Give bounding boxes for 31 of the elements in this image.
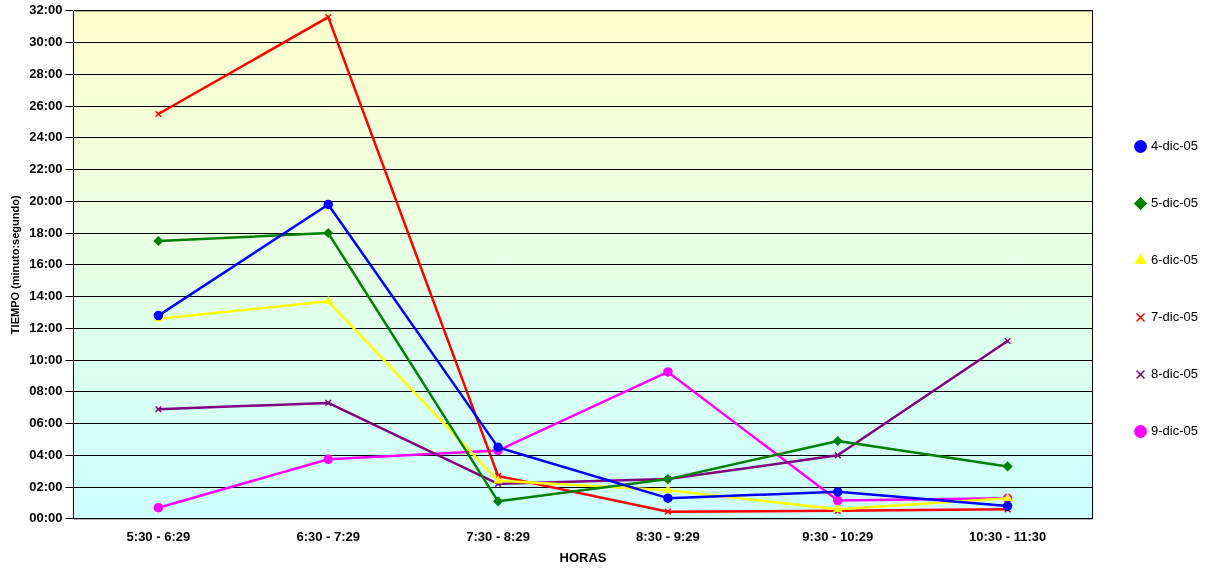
y-tick-label: 30:00 bbox=[29, 34, 63, 50]
x-tick-label: 8:30 - 9:29 bbox=[636, 529, 700, 545]
y-tick-label: 04:00 bbox=[29, 446, 63, 462]
x-tick-label: 5:30 - 6:29 bbox=[126, 529, 191, 545]
y-tick-label: 24:00 bbox=[29, 129, 63, 145]
y-tick-label: 06:00 bbox=[29, 415, 63, 431]
x-tick-label: 6:30 - 7:29 bbox=[296, 529, 361, 545]
legend-label: 9-dic-05 bbox=[1151, 423, 1198, 439]
legend-label: 6-dic-05 bbox=[1151, 252, 1198, 268]
x-tick-label: 7:30 - 8:29 bbox=[466, 529, 530, 545]
y-tick-label: 08:00 bbox=[29, 383, 63, 399]
legend-label: 5-dic-05 bbox=[1151, 195, 1198, 211]
x-axis-title: HORAS bbox=[559, 549, 607, 565]
y-tick-label: 10:00 bbox=[29, 351, 63, 367]
y-tick-label: 14:00 bbox=[29, 288, 63, 304]
y-axis-title: TIEMPO (minuto:segundo) bbox=[8, 195, 21, 335]
x-tick-label: 10:30 - 11:30 bbox=[968, 529, 1047, 545]
y-tick-label: 16:00 bbox=[29, 256, 63, 272]
y-tick-label: 22:00 bbox=[29, 161, 63, 177]
y-tick-label: 20:00 bbox=[29, 192, 63, 208]
y-tick-label: 32:00 bbox=[29, 2, 63, 18]
legend-label: 8-dic-05 bbox=[1151, 366, 1198, 382]
legend-label: 4-dic-05 bbox=[1151, 138, 1198, 154]
y-tick-label: 12:00 bbox=[29, 319, 63, 335]
y-tick-label: 02:00 bbox=[29, 478, 63, 494]
y-tick-label: 26:00 bbox=[29, 97, 63, 113]
y-tick-label: 00:00 bbox=[29, 510, 63, 526]
y-tick-label: 28:00 bbox=[29, 65, 63, 81]
legend-label: 7-dic-05 bbox=[1151, 309, 1198, 325]
y-tick-label: 18:00 bbox=[29, 224, 63, 240]
x-tick-label: 9:30 - 10:29 bbox=[802, 529, 874, 545]
